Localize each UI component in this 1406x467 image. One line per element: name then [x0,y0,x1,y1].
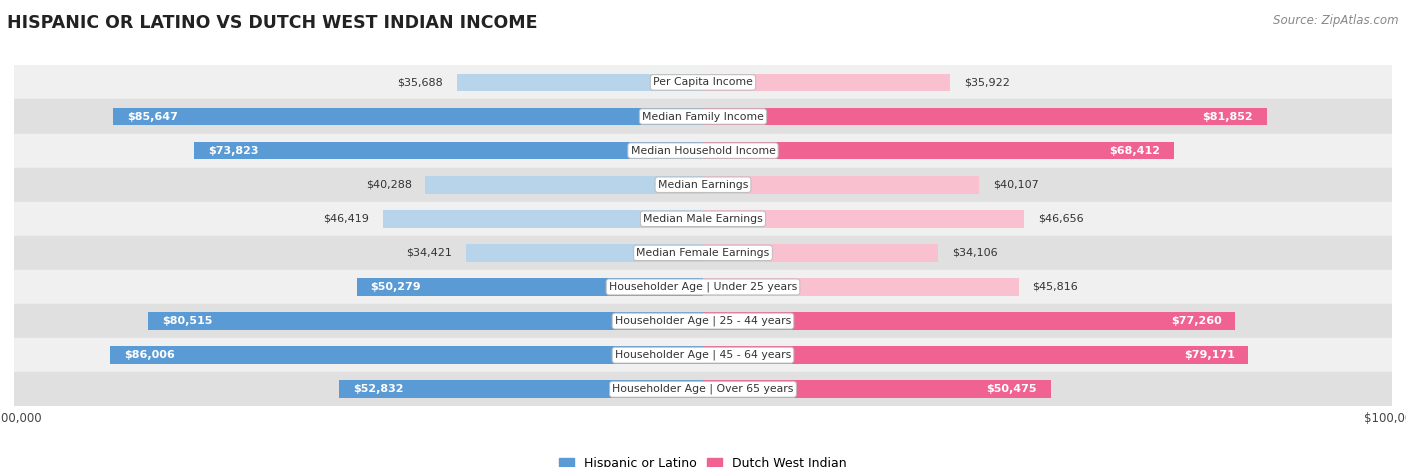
Bar [111,347,703,364]
Bar [703,142,1174,159]
Text: $35,688: $35,688 [398,78,443,87]
Bar [457,74,703,91]
Text: $85,647: $85,647 [127,112,177,121]
Bar [14,304,1392,338]
Text: Median Earnings: Median Earnings [658,180,748,190]
Bar [384,210,703,227]
Bar [703,347,1249,364]
Text: $52,832: $52,832 [353,384,404,394]
Bar [703,312,1236,330]
Bar [14,65,1392,99]
Bar [148,312,703,330]
Bar [703,210,1025,227]
Bar [14,202,1392,236]
Bar [112,108,703,125]
Bar [703,244,938,262]
Bar [703,278,1018,296]
Bar [703,74,950,91]
Bar [339,381,703,398]
Bar [14,134,1392,168]
Text: Median Male Earnings: Median Male Earnings [643,214,763,224]
Text: $79,171: $79,171 [1184,350,1234,360]
Bar [703,108,1267,125]
Text: $46,656: $46,656 [1038,214,1084,224]
Text: $40,288: $40,288 [366,180,412,190]
Text: $73,823: $73,823 [208,146,259,156]
Bar [194,142,703,159]
Text: $80,515: $80,515 [162,316,212,326]
Text: $45,816: $45,816 [1032,282,1078,292]
Bar [703,381,1050,398]
Text: $68,412: $68,412 [1109,146,1160,156]
Text: Householder Age | 45 - 64 years: Householder Age | 45 - 64 years [614,350,792,361]
Bar [14,236,1392,270]
Legend: Hispanic or Latino, Dutch West Indian: Hispanic or Latino, Dutch West Indian [554,452,852,467]
Text: $86,006: $86,006 [124,350,174,360]
Text: Householder Age | Over 65 years: Householder Age | Over 65 years [612,384,794,395]
Bar [426,176,703,193]
Text: Source: ZipAtlas.com: Source: ZipAtlas.com [1274,14,1399,27]
Text: $34,421: $34,421 [406,248,453,258]
Text: Householder Age | Under 25 years: Householder Age | Under 25 years [609,282,797,292]
Text: $40,107: $40,107 [993,180,1039,190]
Text: Median Household Income: Median Household Income [630,146,776,156]
Bar [465,244,703,262]
Text: $77,260: $77,260 [1171,316,1222,326]
Text: $81,852: $81,852 [1202,112,1253,121]
Bar [14,99,1392,134]
Text: $34,106: $34,106 [952,248,997,258]
Text: $35,922: $35,922 [965,78,1010,87]
Text: Householder Age | 25 - 44 years: Householder Age | 25 - 44 years [614,316,792,326]
Bar [703,176,980,193]
Bar [14,270,1392,304]
Text: $50,279: $50,279 [370,282,420,292]
Text: $50,475: $50,475 [987,384,1038,394]
Text: $46,419: $46,419 [323,214,370,224]
Text: Median Family Income: Median Family Income [643,112,763,121]
Bar [357,278,703,296]
Text: Per Capita Income: Per Capita Income [652,78,754,87]
Bar [14,168,1392,202]
Text: Median Female Earnings: Median Female Earnings [637,248,769,258]
Bar [14,372,1392,406]
Bar [14,338,1392,372]
Text: HISPANIC OR LATINO VS DUTCH WEST INDIAN INCOME: HISPANIC OR LATINO VS DUTCH WEST INDIAN … [7,14,537,32]
